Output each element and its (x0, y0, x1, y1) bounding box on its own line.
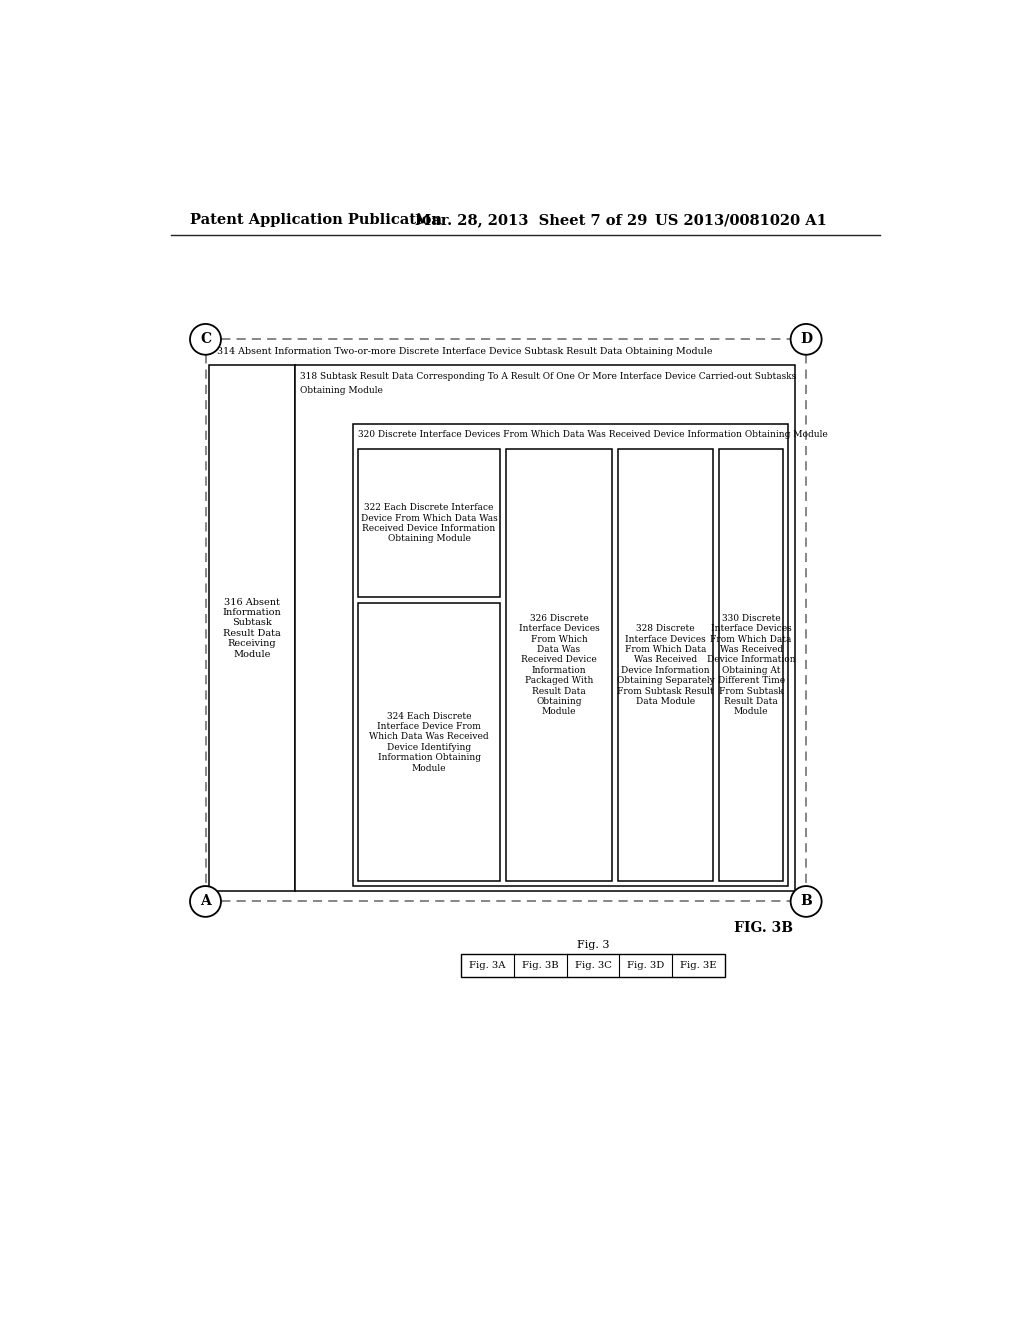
Text: Patent Application Publication: Patent Application Publication (190, 213, 442, 227)
Circle shape (190, 886, 221, 917)
Bar (209, 364, 295, 891)
Text: Fig. 3C: Fig. 3C (574, 961, 611, 970)
Text: 318 Subtask Result Data Corresponding To A Result Of One Or More Interface Devic: 318 Subtask Result Data Corresponding To… (300, 372, 797, 381)
Text: Fig. 3A: Fig. 3A (469, 961, 506, 970)
Bar (295, 364, 795, 891)
Text: 320 Discrete Interface Devices From Which Data Was Received Device Information O: 320 Discrete Interface Devices From Whic… (358, 430, 828, 440)
Text: Fig. 3D: Fig. 3D (627, 961, 665, 970)
Text: FIG. 3B: FIG. 3B (734, 921, 793, 935)
Text: Fig. 3: Fig. 3 (577, 940, 609, 950)
Text: US 2013/0081020 A1: US 2013/0081020 A1 (655, 213, 826, 227)
Bar (617, 449, 713, 880)
Text: 328 Discrete
Interface Devices
From Which Data
Was Received
Device Information
O: 328 Discrete Interface Devices From Whic… (616, 624, 715, 706)
Bar (506, 449, 611, 880)
Text: 326 Discrete
Interface Devices
From Which
Data Was
Received Device
Information
P: 326 Discrete Interface Devices From Whic… (518, 614, 599, 717)
Circle shape (791, 886, 821, 917)
Text: Mar. 28, 2013  Sheet 7 of 29: Mar. 28, 2013 Sheet 7 of 29 (415, 213, 647, 227)
Bar (352, 424, 788, 886)
Text: Fig. 3E: Fig. 3E (680, 961, 717, 970)
Bar (358, 603, 500, 880)
Text: Fig. 3B: Fig. 3B (522, 961, 559, 970)
Circle shape (190, 323, 221, 355)
Text: A: A (200, 895, 211, 908)
Bar (358, 450, 500, 598)
Text: D: D (800, 333, 812, 346)
Circle shape (791, 323, 821, 355)
Bar (461, 954, 725, 977)
Text: 324 Each Discrete
Interface Device From
Which Data Was Received
Device Identifyi: 324 Each Discrete Interface Device From … (370, 711, 488, 772)
Text: Obtaining Module: Obtaining Module (300, 385, 383, 395)
Text: 316 Absent
Information
Subtask
Result Data
Receiving
Module: 316 Absent Information Subtask Result Da… (222, 598, 282, 659)
Text: 330 Discrete
Interface Devices
From Which Data
Was Received
Device Information
O: 330 Discrete Interface Devices From Whic… (707, 614, 796, 717)
Text: 314 Absent Information Two-or-more Discrete Interface Device Subtask Result Data: 314 Absent Information Two-or-more Discr… (217, 347, 713, 356)
Text: B: B (800, 895, 812, 908)
Text: 322 Each Discrete Interface
Device From Which Data Was
Received Device Informati: 322 Each Discrete Interface Device From … (360, 503, 498, 544)
Bar (719, 449, 783, 880)
Text: C: C (200, 333, 211, 346)
